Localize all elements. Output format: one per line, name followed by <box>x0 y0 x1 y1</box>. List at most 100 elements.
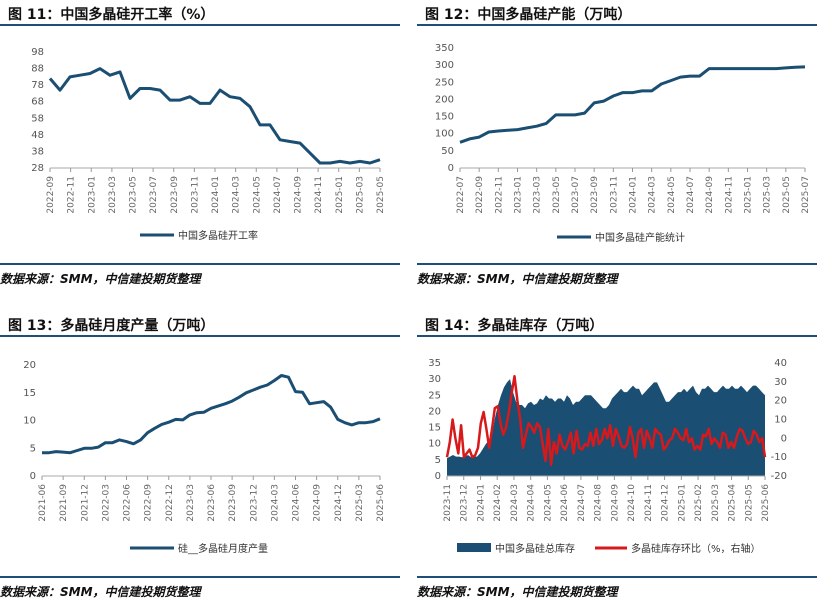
series-line <box>459 65 806 144</box>
divider <box>417 335 817 337</box>
x-tick-label: 2024-11 <box>644 484 654 522</box>
x-tick-label: 2024-11 <box>724 176 734 214</box>
x-tick-label: 2025-01 <box>335 176 345 214</box>
y-tick-label: 10 <box>428 439 441 450</box>
y-tick-label: 68 <box>31 97 44 108</box>
divider <box>417 24 817 26</box>
y-tick-label: 35 <box>428 358 441 369</box>
x-tick-label: 2024-09 <box>705 176 715 214</box>
x-tick-label: 2022-09 <box>46 176 56 214</box>
y-tick-label: 10 <box>23 416 36 427</box>
x-tick-label: 2024-03 <box>510 484 520 522</box>
x-tick-label: 2023-07 <box>149 176 159 214</box>
x-tick-label: 2024-12 <box>334 484 344 522</box>
divider <box>417 263 817 265</box>
x-tick-label: 2023-01 <box>87 176 97 214</box>
divider <box>0 335 400 337</box>
y-tick-label: 20 <box>23 360 36 371</box>
y-tick-label: 5 <box>435 455 441 466</box>
x-tick-label: 2024-01 <box>211 176 221 214</box>
x-tick-label: 2025-07 <box>801 176 811 214</box>
x-tick-label: 2024-05 <box>667 176 677 214</box>
source-note: 数据来源：SMM，中信建投期货整理 <box>0 272 201 286</box>
y-tick-label: 0 <box>30 471 36 482</box>
x-tick-label: 2023-09 <box>590 176 600 214</box>
series-line <box>445 374 767 466</box>
y-tick-label: 88 <box>31 64 44 75</box>
y-tick-label: 50 <box>441 146 454 157</box>
x-tick-label: 2024-11 <box>314 176 324 214</box>
y-tick-label: 58 <box>31 113 44 124</box>
x-tick-label: 2024-05 <box>543 484 553 522</box>
x-tick-label: 2023-11 <box>190 176 200 214</box>
x-tick-label: 2023-01 <box>514 176 524 214</box>
chart-svg: 0 50 100 150 200 250 300 350 2022-07 2022-09 2022-… <box>435 43 811 244</box>
y-tick-label: 38 <box>31 146 44 157</box>
y-tick-label: 98 <box>31 47 44 58</box>
chart-svg: 0 5 10 15 20 25 30 35 -20 -10 0 10 20 30 40 2023-11 2023… <box>428 358 787 555</box>
y-tick-label: 20 <box>428 406 441 417</box>
x-tick-label: 2022-11 <box>67 176 77 214</box>
x-tick-label: 2023-09 <box>228 484 238 522</box>
x-tick-label: 2025-01 <box>677 484 687 522</box>
x-tick-label: 2022-11 <box>494 176 504 214</box>
x-tick-label: 2022-07 <box>456 176 466 214</box>
legend-label: 硅__多晶硅月度产量 <box>178 542 268 555</box>
y-tick-label: 200 <box>435 94 454 105</box>
x-tick-label: 2025-02 <box>694 484 704 522</box>
chart-svg: 0 5 10 15 20 2021-06 2021-09 2021-12 2022-03 2022… <box>23 360 386 555</box>
y-tick-label: 0 <box>435 471 441 482</box>
x-tick-label: 2023-06 <box>207 484 217 522</box>
y-tick-label: 48 <box>31 130 44 141</box>
y-tick-label: 250 <box>435 77 454 88</box>
y-tick-label: 78 <box>31 80 44 91</box>
x-tick-label: 2025-04 <box>728 484 738 522</box>
x-tick-label: 2025-03 <box>355 176 365 214</box>
x-tick-label: 2024-04 <box>527 484 537 522</box>
legend-label: 中国多晶硅开工率 <box>178 229 258 242</box>
x-tick-label: 2024-09 <box>294 176 304 214</box>
series-area <box>447 379 765 476</box>
x-tick-label: 2023-12 <box>460 484 470 522</box>
x-tick-label: 2023-03 <box>533 176 543 214</box>
x-tick-label: 2025-05 <box>744 484 754 522</box>
y-tick-label: 100 <box>435 129 454 140</box>
x-tick-label: 2025-03 <box>711 484 721 522</box>
y-tick-label: 28 <box>31 163 44 174</box>
x-tick-label: 2024-01 <box>629 176 639 214</box>
chart-title: 图 12：中国多晶硅产能（万吨） <box>425 7 632 23</box>
x-tick-label: 2023-12 <box>249 484 259 522</box>
x-tick-label: 2024-03 <box>648 176 658 214</box>
x-tick-label: 2022-12 <box>165 484 175 522</box>
x-tick-label: 2025-05 <box>782 176 792 214</box>
x-tick-label: 2024-06 <box>560 484 570 522</box>
y2-tick-label: 40 <box>774 358 787 369</box>
divider <box>0 263 400 265</box>
x-tick-label: 2021-06 <box>38 484 48 522</box>
x-tick-label: 2024-03 <box>270 484 280 522</box>
chart-svg: 28 38 48 58 68 78 88 98 2022-09 2022-11 2023-01 202… <box>31 47 386 242</box>
x-tick-label: 2024-03 <box>232 176 242 214</box>
legend-label: 多晶硅库存环比（%，右轴） <box>631 542 761 555</box>
y-tick-label: 5 <box>30 443 36 454</box>
x-tick-label: 2023-05 <box>552 176 562 214</box>
y-tick-label: 30 <box>428 374 441 385</box>
x-tick-label: 2024-06 <box>292 484 302 522</box>
source-note: 数据来源：SMM，中信建投期货整理 <box>417 585 618 599</box>
x-tick-label: 2024-09 <box>313 484 323 522</box>
y-tick-label: 150 <box>435 112 454 123</box>
x-tick-label: 2024-10 <box>627 484 637 522</box>
x-tick-label: 2021-12 <box>80 484 90 522</box>
x-tick-label: 2025-03 <box>763 176 773 214</box>
x-tick-label: 2025-06 <box>376 484 386 522</box>
x-tick-label: 2023-09 <box>170 176 180 214</box>
y-tick-label: 350 <box>435 43 454 54</box>
legend-label: 中国多晶硅总库存 <box>495 542 575 555</box>
x-tick-label: 2024-05 <box>252 176 262 214</box>
chart-panel-2: 图 12：中国多晶硅产能（万吨） 0 50 100 150 200 250 300 350 20… <box>417 0 817 300</box>
divider <box>0 24 400 26</box>
x-tick-label: 2023-11 <box>609 176 619 214</box>
y2-tick-label: 20 <box>774 396 787 407</box>
chart-panel-3: 图 13：多晶硅月度产量（万吨） 0 5 10 15 20 2021-06 2021-09 2… <box>0 311 400 611</box>
x-tick-label: 2022-09 <box>144 484 154 522</box>
